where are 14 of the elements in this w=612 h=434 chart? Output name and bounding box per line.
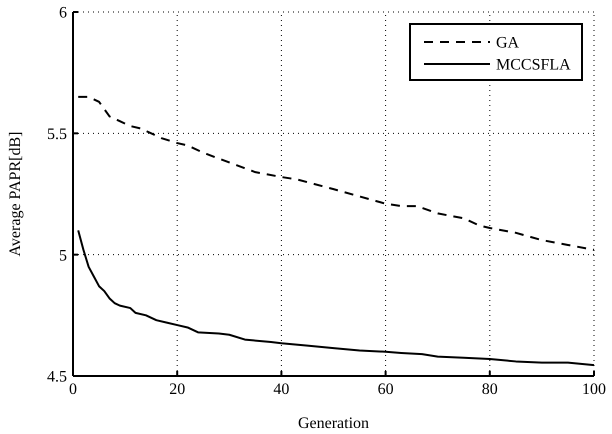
x-tick-label: 60 bbox=[378, 381, 394, 398]
x-tick-label: 100 bbox=[582, 381, 606, 398]
x-tick-label: 0 bbox=[69, 381, 77, 398]
legend-label: MCCSFLA bbox=[496, 56, 572, 74]
y-axis-title: Average PAPR[dB] bbox=[7, 132, 24, 256]
x-tick-label: 80 bbox=[482, 381, 498, 398]
y-tick-label: 5 bbox=[59, 247, 67, 264]
y-tick-label: 4.5 bbox=[47, 368, 67, 386]
y-tick-label: 5.5 bbox=[47, 126, 67, 143]
x-axis-title: Generation bbox=[298, 415, 370, 432]
x-tick-label: 40 bbox=[273, 381, 290, 398]
x-tick-label: 20 bbox=[169, 381, 186, 398]
y-tick-label: 6 bbox=[59, 4, 67, 22]
legend-label: GA bbox=[496, 34, 520, 52]
